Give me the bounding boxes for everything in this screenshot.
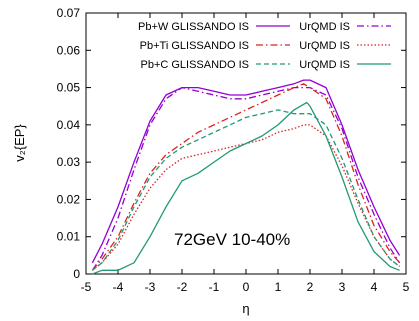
x-tick-label: -1 bbox=[209, 280, 220, 294]
y-tick-label: 0.05 bbox=[57, 81, 81, 95]
legend-label: UrQMD IS bbox=[299, 21, 350, 33]
y-tick-label: 0.06 bbox=[57, 43, 81, 57]
y-axis-title: v₂{EP} bbox=[12, 124, 27, 162]
legend-label: Pb+W GLISSANDO IS bbox=[138, 21, 249, 33]
x-tick-label: -5 bbox=[81, 280, 92, 294]
x-axis-title: η bbox=[242, 301, 249, 316]
x-tick-label: 1 bbox=[275, 280, 282, 294]
legend-label: Pb+C GLISSANDO IS bbox=[140, 59, 249, 71]
legend-label: UrQMD IS bbox=[299, 40, 350, 52]
x-tick-label: 0 bbox=[243, 280, 250, 294]
x-tick-label: 2 bbox=[307, 280, 314, 294]
x-tick-label: 3 bbox=[339, 280, 346, 294]
y-tick-label: 0.03 bbox=[57, 155, 81, 169]
annotation-text: 72GeV 10-40% bbox=[174, 230, 290, 249]
y-tick-label: 0.02 bbox=[57, 192, 81, 206]
y-tick-label: 0.07 bbox=[57, 6, 81, 20]
x-tick-label: 4 bbox=[371, 280, 378, 294]
x-tick-label: -3 bbox=[145, 280, 156, 294]
legend: Pb+W GLISSANDO IS UrQMD IS Pb+Ti GLISSANDO… bbox=[138, 21, 391, 71]
legend-label: Pb+Ti GLISSANDO IS bbox=[140, 40, 249, 52]
y-tick-label: 0 bbox=[73, 267, 80, 281]
x-tick-label: -2 bbox=[177, 280, 188, 294]
x-tick-label: -4 bbox=[113, 280, 124, 294]
legend-label: UrQMD IS bbox=[299, 59, 350, 71]
y-tick-label: 0.04 bbox=[57, 118, 81, 132]
x-tick-label: 5 bbox=[403, 280, 410, 294]
y-tick-label: 0.01 bbox=[57, 230, 81, 244]
